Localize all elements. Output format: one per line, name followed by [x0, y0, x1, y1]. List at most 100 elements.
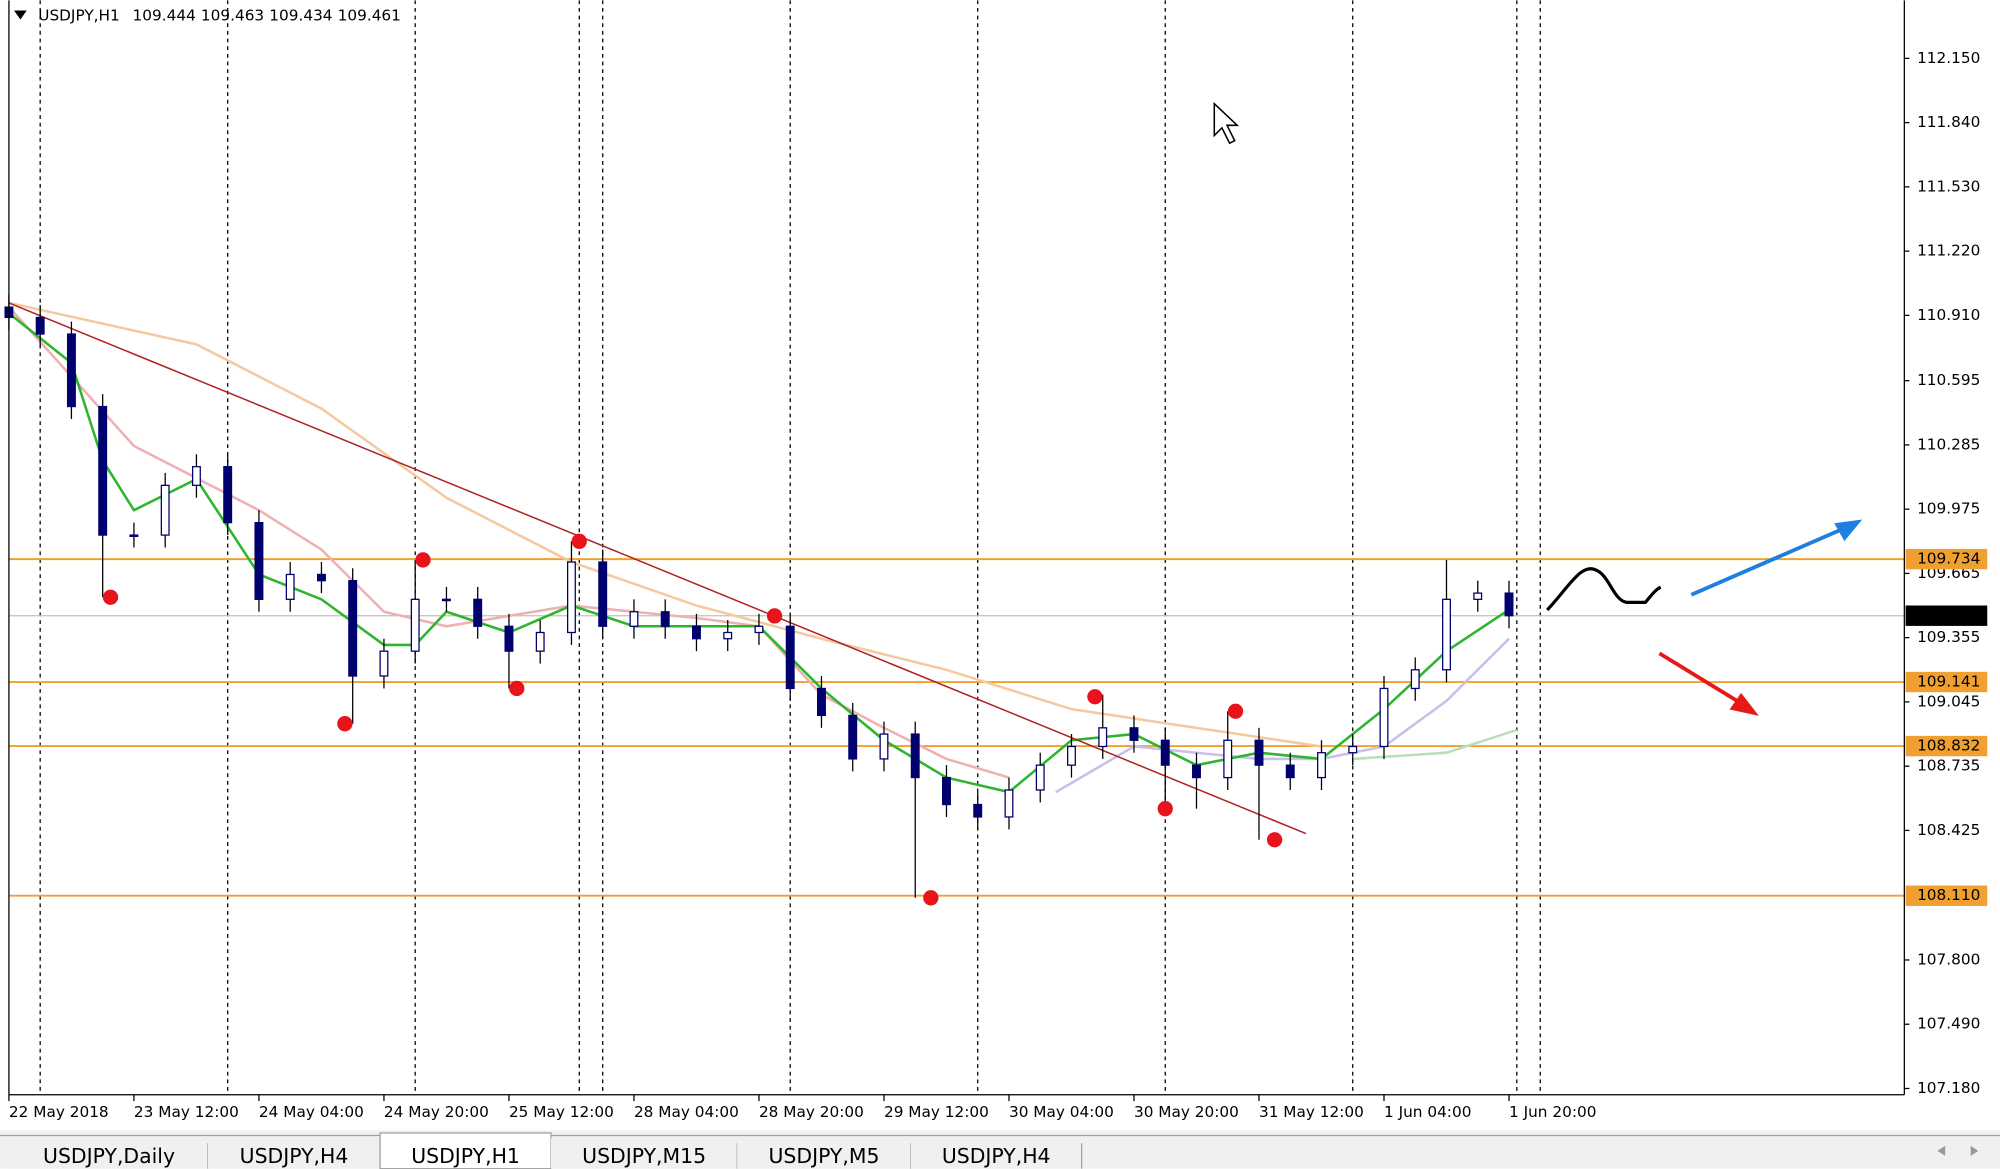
- candle-body: [223, 466, 233, 524]
- tab-label[interactable]: USDJPY,H1: [411, 1144, 520, 1168]
- x-tick-label: 28 May 04:00: [634, 1103, 739, 1121]
- tab[interactable]: [737, 1138, 911, 1169]
- candle-body: [535, 631, 545, 652]
- high-value: 109.463: [201, 6, 264, 24]
- candle-body: [254, 522, 264, 600]
- candle-body: [1067, 745, 1076, 766]
- candle-body: [691, 625, 701, 640]
- x-tick-label: 31 May 12:00: [1259, 1103, 1364, 1121]
- header: USDJPY,H1 109.444 109.463 109.434 109.461: [38, 6, 401, 24]
- x-tick-label: 23 May 12:00: [134, 1103, 239, 1121]
- candle-body: [66, 333, 76, 408]
- candle-body: [191, 466, 201, 486]
- price-level-label: 109.734: [1917, 550, 1980, 568]
- tab-label[interactable]: USDJPY,Daily: [43, 1144, 175, 1168]
- y-tick-label: 108.735: [1917, 757, 1980, 775]
- candle-body: [1379, 687, 1389, 748]
- candle-body: [1442, 598, 1451, 671]
- candle-body: [1098, 727, 1108, 748]
- x-tick-label: 1 Jun 04:00: [1384, 1103, 1471, 1121]
- x-tick-label: 30 May 04:00: [1009, 1103, 1114, 1121]
- low-value: 109.434: [269, 6, 332, 24]
- moving-average: [8, 301, 1322, 748]
- plot-area: [4, 0, 1905, 1095]
- candle-body: [566, 561, 576, 634]
- pivot-dot: [415, 552, 431, 568]
- open-value: 109.444: [133, 6, 196, 24]
- pivot-dot: [766, 608, 783, 624]
- candle-body: [817, 687, 826, 717]
- candle-body: [598, 561, 608, 627]
- x-tick-label: 29 May 12:00: [884, 1103, 989, 1121]
- x-tick-label: 24 May 04:00: [259, 1103, 364, 1121]
- candle-body: [410, 598, 420, 652]
- y-tick-label: 109.355: [1917, 628, 1980, 646]
- candle-body: [1254, 739, 1264, 766]
- price-level-label: 109.141: [1917, 673, 1980, 691]
- tab[interactable]: [379, 1132, 552, 1169]
- x-tick-label: 24 May 20:00: [384, 1103, 489, 1121]
- y-tick-label: 107.180: [1917, 1079, 1980, 1097]
- candle-body: [848, 714, 858, 760]
- down-arrow-head: [1729, 692, 1759, 716]
- tab-label[interactable]: USDJPY,M15: [582, 1144, 706, 1168]
- tab-label[interactable]: USDJPY,H4: [942, 1144, 1051, 1168]
- candle-body: [1035, 764, 1045, 791]
- tab-label[interactable]: USDJPY,M5: [769, 1144, 880, 1168]
- candle-body: [1192, 764, 1201, 779]
- y-tick-label: 107.490: [1917, 1015, 1980, 1033]
- tab[interactable]: [10, 1138, 208, 1169]
- tab[interactable]: [207, 1138, 381, 1169]
- tab-label[interactable]: USDJPY,H4: [240, 1144, 349, 1168]
- price-level-tag: [1905, 735, 1988, 757]
- candle-body: [316, 573, 326, 582]
- candle-body: [35, 316, 45, 335]
- candle-body: [1317, 752, 1326, 779]
- candle-body: [1285, 764, 1295, 779]
- x-tick-label: 25 May 12:00: [509, 1103, 614, 1121]
- tab[interactable]: [910, 1138, 1082, 1169]
- candle-body: [910, 733, 920, 779]
- tab[interactable]: [551, 1138, 738, 1169]
- candle-body: [504, 625, 514, 652]
- candle-body: [785, 625, 795, 690]
- pivot-dot: [509, 680, 525, 697]
- price-level-tag: [1905, 671, 1988, 693]
- up-arrow: [1690, 525, 1848, 597]
- pivot-dot: [1087, 689, 1103, 705]
- price-level-label: 108.110: [1917, 886, 1980, 904]
- x-tick-label: 28 May 20:00: [759, 1103, 864, 1121]
- y-tick-label: 107.800: [1917, 950, 1980, 968]
- y-tick-label: 109.975: [1917, 500, 1980, 518]
- y-tick-label: 110.285: [1917, 435, 1980, 453]
- down-arrow: [1658, 651, 1746, 708]
- candle-body: [879, 733, 889, 760]
- trendline: [8, 302, 1307, 835]
- close-value: 109.461: [338, 6, 401, 24]
- pivot-dot: [1157, 801, 1173, 817]
- pivot-dot: [102, 589, 119, 605]
- candle-body: [660, 611, 670, 627]
- y-tick-label: 111.220: [1917, 242, 1980, 260]
- y-tick-label: 110.910: [1917, 306, 1980, 324]
- menu-arrow[interactable]: [14, 10, 27, 20]
- candle-body: [348, 580, 358, 677]
- scroll-right[interactable]: [1970, 1145, 1979, 1156]
- candle-body: [473, 598, 483, 627]
- mouse-cursor: [1213, 101, 1240, 145]
- candle-body: [973, 803, 983, 818]
- tabs: USDJPY,Daily USDJPY,H4 USDJPY,H1 USDJPY,M15…: [10, 1132, 1083, 1169]
- candle-body: [1473, 592, 1483, 600]
- price-level-label: 108.832: [1917, 737, 1980, 755]
- y-tick-label: 112.150: [1917, 49, 1980, 67]
- y-tick-label: 111.840: [1917, 113, 1980, 131]
- candle-body: [1348, 745, 1358, 754]
- candle-body: [942, 776, 951, 806]
- scroll-left[interactable]: [1937, 1145, 1946, 1156]
- y-tick-label: 109.045: [1917, 692, 1980, 710]
- candle-body: [129, 534, 139, 537]
- candle-body: [160, 484, 170, 536]
- pivot-dot: [571, 533, 587, 549]
- candle-body: [1223, 739, 1233, 779]
